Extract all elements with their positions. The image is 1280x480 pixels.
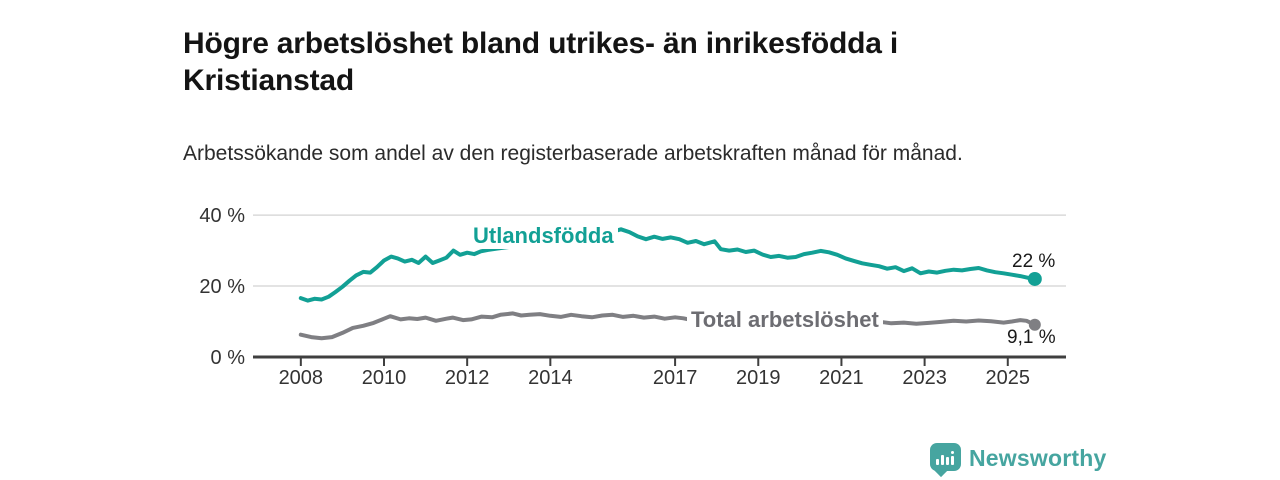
newsworthy-wordmark: Newsworthy [969,445,1107,471]
y-tick-label: 20 % [199,276,245,298]
x-tick-label: 2023 [902,367,947,389]
chart-subtitle: Arbetssökande som andel av den registerb… [183,142,963,165]
x-tick-label: 2017 [653,367,698,389]
x-tick-label: 2010 [362,367,407,389]
series-label-total: Total arbetslöshet [687,307,883,333]
x-tick-label: 2014 [528,367,573,389]
newsworthy-branding: Newsworthy [930,443,1107,478]
bar-chart-bubble-icon [930,443,961,478]
end-dot-utlandsfodda [1027,271,1042,286]
x-tick-label: 2019 [736,367,781,389]
chart-canvas: 0 % 20 % 40 % 2008 2010 2012 2014 2017 2019 2021 2… [199,205,1066,389]
x-tick-label: 2008 [279,367,324,389]
chart-title: Högre arbetslöshet bland utrikes- än inr… [183,27,898,97]
data-line-utlandsfodda [298,227,1037,303]
y-tick-label: 0 % [211,347,246,369]
data-line-total [298,311,1037,341]
end-dot-total [1028,318,1041,331]
x-tick-label: 2021 [819,367,864,389]
end-value-label-total: 9,1 % [1007,327,1056,348]
y-tick-label: 40 % [199,205,245,227]
x-tick-label: 2012 [445,367,490,389]
x-tick-label: 2025 [986,367,1031,389]
series-label-utlandsfodda: Utlandsfödda [469,223,618,249]
end-value-label-utlandsfodda: 22 % [1012,251,1056,272]
